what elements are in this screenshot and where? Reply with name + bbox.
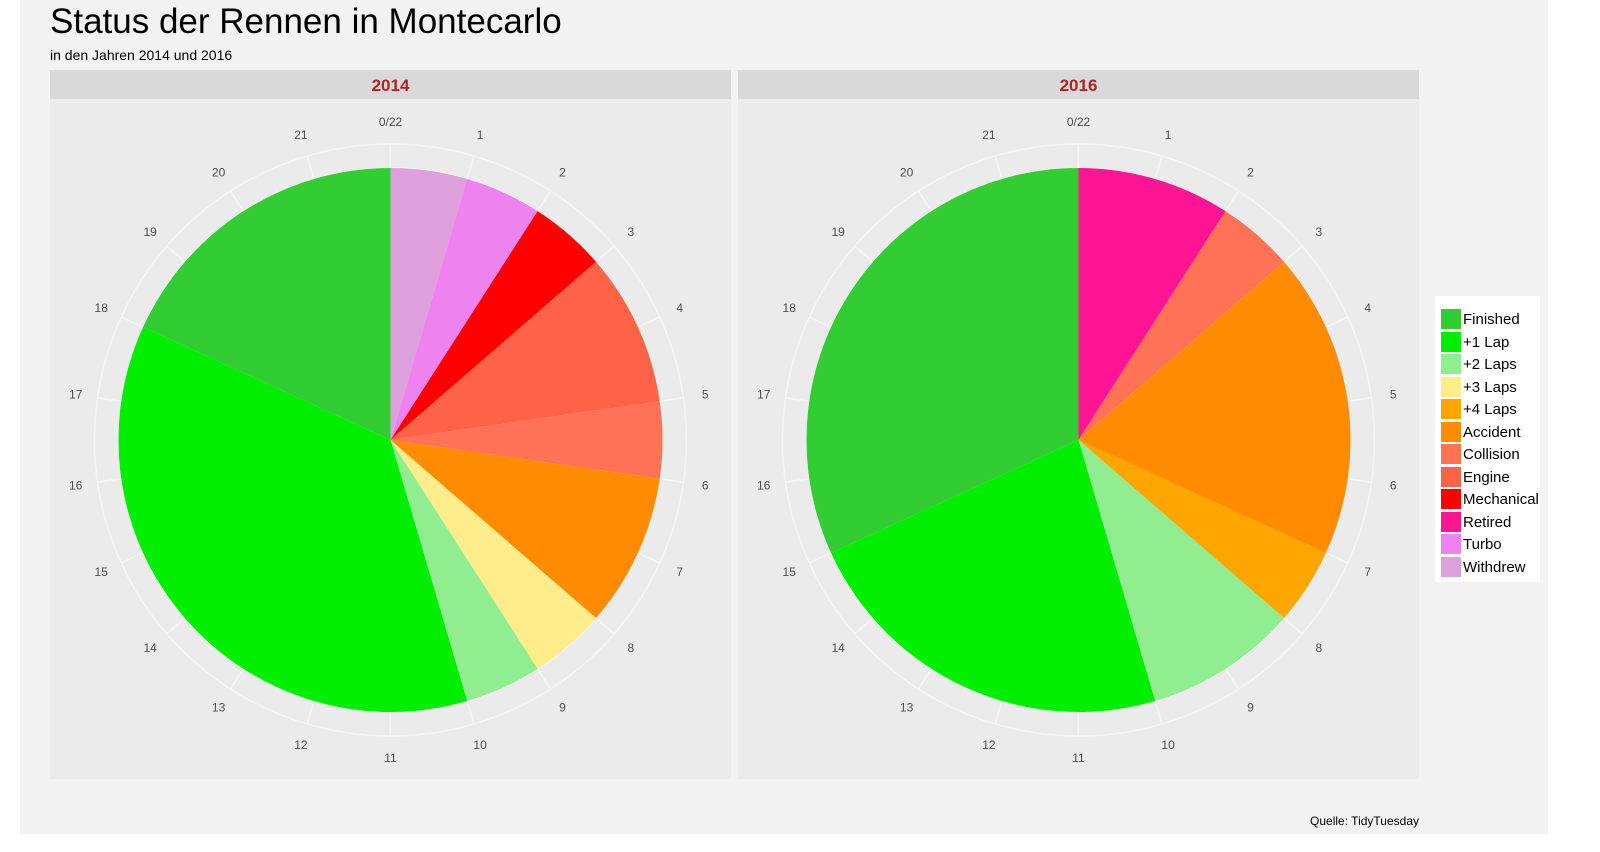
legend-label: Mechanical xyxy=(1463,491,1539,508)
chart-title: Status der Rennen in Montecarlo xyxy=(50,2,562,41)
pie-slice-engine xyxy=(390,261,660,440)
tick-label: 15 xyxy=(783,565,797,579)
legend-label: Accident xyxy=(1463,423,1521,441)
pie-slice-accident xyxy=(390,440,660,619)
legend-label: Withdrew xyxy=(1463,558,1526,576)
pie-slice-accident xyxy=(1078,261,1351,553)
tick-label: 18 xyxy=(783,301,797,315)
legend-key xyxy=(1441,309,1461,329)
legend-label: Turbo xyxy=(1463,536,1502,553)
legend-label: +2 Laps xyxy=(1463,356,1517,373)
tick-label: 8 xyxy=(1315,641,1322,655)
pie-slice-withdrew xyxy=(390,168,468,440)
legend-label: Retired xyxy=(1463,513,1512,531)
legend-key xyxy=(1441,444,1461,464)
panel-2016: 2016 0/22 1 2 3 4 5 6 7 8 9 10 11 12 13 14 15 16 17 18 19 20… xyxy=(738,70,1419,779)
tick-label: 7 xyxy=(676,565,683,579)
pie-slice--1-lap xyxy=(831,440,1156,713)
tick-label: 14 xyxy=(143,641,157,655)
tick-label: 1 xyxy=(477,128,484,142)
tick-label: 18 xyxy=(95,301,109,315)
legend: Finished +1 Lap +2 Laps +3 Laps +4 Laps Accid… xyxy=(1435,296,1540,582)
legend-key xyxy=(1441,421,1461,442)
tick-label: 14 xyxy=(831,641,845,655)
legend-label: +1 Lap xyxy=(1463,333,1510,351)
pie-slice-finished xyxy=(806,168,1079,553)
tick-label: 13 xyxy=(900,701,914,715)
tick-label: 3 xyxy=(627,225,634,239)
legend-key xyxy=(1441,354,1461,374)
chart-subtitle: in den Jahren 2014 und 2016 xyxy=(50,47,233,63)
legend-label: +3 Laps xyxy=(1463,378,1517,396)
legend-key xyxy=(1441,399,1461,419)
tick-label: 19 xyxy=(143,225,157,239)
pie-slice--3-laps xyxy=(390,440,597,669)
tick-label: 8 xyxy=(627,641,634,655)
legend-key xyxy=(1441,376,1461,397)
pie-slice-mechanical xyxy=(390,211,597,440)
tick-label: 2 xyxy=(1247,165,1254,179)
legend-key xyxy=(1441,534,1461,554)
pie-slice--4-laps xyxy=(1078,440,1326,619)
tick-label: 7 xyxy=(1364,565,1371,579)
pie-slice-collision xyxy=(1078,211,1285,440)
tick-label: 6 xyxy=(702,478,709,492)
tick-label: 4 xyxy=(676,301,683,315)
tick-label: 5 xyxy=(702,388,709,402)
tick-label: 11 xyxy=(1072,751,1085,765)
pie-slice-finished xyxy=(143,168,391,440)
legend-label: +4 Laps xyxy=(1463,401,1517,418)
panel-strip-label: 2016 xyxy=(738,70,1419,99)
tick-label: 5 xyxy=(1390,388,1397,402)
pie-slice-collision xyxy=(390,401,663,479)
tick-label: 20 xyxy=(212,165,226,179)
tick-label: 13 xyxy=(212,701,226,715)
legend-label: Engine xyxy=(1463,468,1510,486)
legend-key xyxy=(1441,556,1461,577)
pie-slice--2-laps xyxy=(1078,440,1285,701)
tick-label: 17 xyxy=(757,388,771,402)
tick-label: 2 xyxy=(559,165,566,179)
legend-label: Finished xyxy=(1463,311,1520,328)
legend-key xyxy=(1441,489,1461,509)
tick-label: 0/22 xyxy=(1067,115,1091,129)
tick-label: 4 xyxy=(1364,301,1371,315)
tick-label: 21 xyxy=(982,128,996,142)
tick-label: 9 xyxy=(1247,701,1254,715)
legend-label: Collision xyxy=(1463,446,1520,463)
tick-label: 6 xyxy=(1390,478,1397,492)
tick-label: 3 xyxy=(1315,225,1322,239)
legend-key xyxy=(1441,331,1461,352)
tick-label: 19 xyxy=(831,225,845,239)
tick-label: 0/22 xyxy=(379,115,403,129)
legend-key xyxy=(1441,466,1461,487)
tick-label: 16 xyxy=(69,478,83,492)
tick-label: 9 xyxy=(559,701,566,715)
legend-key xyxy=(1441,511,1461,532)
tick-label: 10 xyxy=(1161,738,1175,752)
tick-label: 11 xyxy=(384,751,397,765)
panel-2014: 2014 0/22 1 2 3 4 5 6 7 8 9 10 11 12 13 14 15 16 17 18 19 20… xyxy=(50,70,731,779)
tick-label: 12 xyxy=(982,738,996,752)
caption: Quelle: TidyTuesday xyxy=(1310,814,1419,828)
pie-slice-turbo xyxy=(390,179,538,440)
panel-strip-label: 2014 xyxy=(50,70,731,99)
tick-label: 16 xyxy=(757,478,771,492)
tick-label: 10 xyxy=(473,738,487,752)
pie-slice-retired xyxy=(1078,168,1226,440)
pie-slice--1-lap xyxy=(118,327,468,712)
tick-label: 20 xyxy=(900,165,914,179)
pie-slice--2-laps xyxy=(390,440,538,701)
tick-label: 15 xyxy=(95,565,109,579)
tick-label: 1 xyxy=(1165,128,1172,142)
tick-label: 21 xyxy=(294,128,308,142)
tick-label: 17 xyxy=(69,388,83,402)
tick-label: 12 xyxy=(294,738,308,752)
